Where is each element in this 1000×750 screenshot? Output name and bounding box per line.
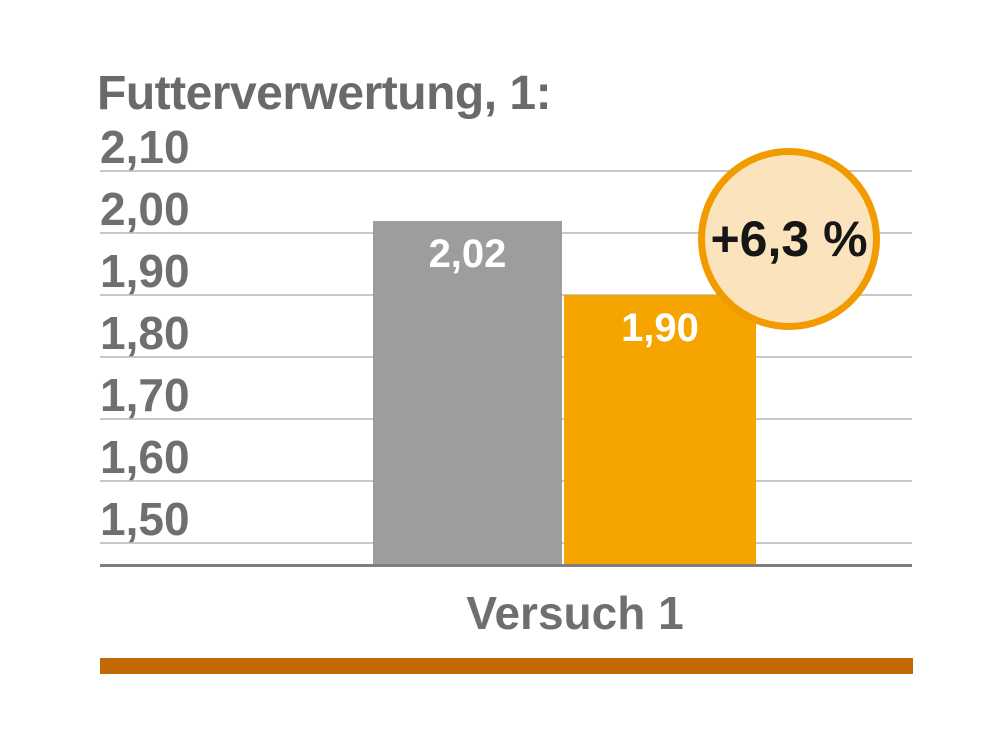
y-tick-label: 1,70 — [100, 369, 190, 421]
y-tick-label: 1,60 — [100, 431, 190, 483]
gridline — [100, 170, 912, 172]
bottom-accent-bar — [100, 658, 913, 674]
percent-badge-label: +6,3 % — [710, 211, 868, 267]
bar-1-value-label: 2,02 — [428, 232, 507, 276]
y-tick-label: 2,10 — [100, 121, 190, 173]
y-tick-label: 1,50 — [100, 493, 190, 545]
chart-title: Futterverwertung, 1: — [97, 67, 552, 120]
y-tick-label: 2,00 — [100, 183, 190, 235]
x-axis-category-label: Versuch 1 — [466, 587, 684, 639]
y-tick-label: 1,90 — [100, 245, 190, 297]
bar-2: 1,90 — [564, 295, 756, 564]
y-tick-label: 1,80 — [100, 307, 190, 359]
bar-1: 2,02 — [373, 221, 562, 564]
x-axis-line — [100, 564, 912, 567]
bar-2-value-label: 1,90 — [621, 306, 699, 350]
percent-badge-circle: +6,3 % — [698, 148, 880, 330]
